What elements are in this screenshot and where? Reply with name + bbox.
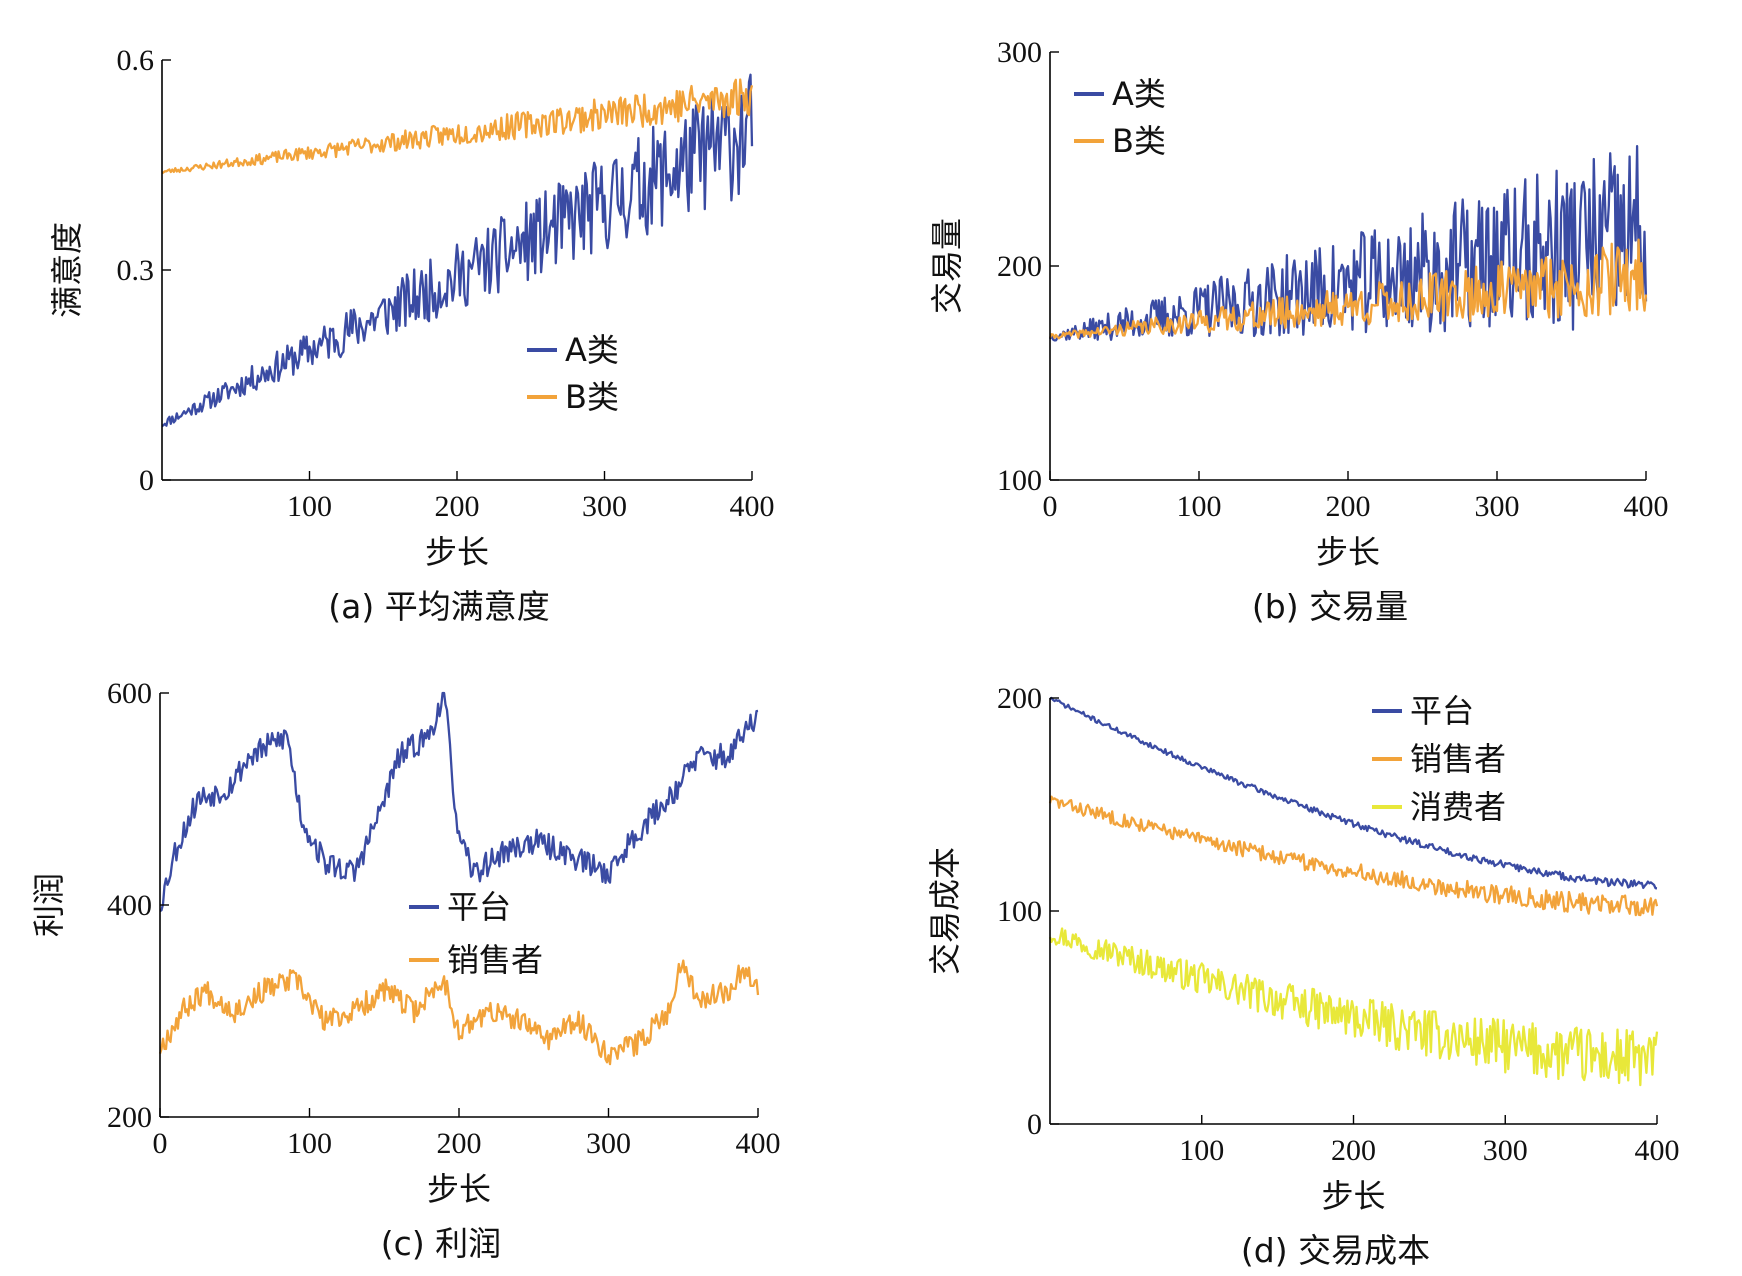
y-tick-label: 100 [997, 464, 1042, 497]
legend: A类 B类 [527, 331, 619, 416]
x-tick-label: 400 [730, 490, 775, 523]
legend-label: 平台 [447, 888, 511, 926]
series-line-c-0 [159, 691, 759, 913]
x-tick-label: 200 [437, 1127, 482, 1160]
legend-label: 平台 [1410, 692, 1474, 730]
x-tick-label: 300 [582, 490, 627, 523]
y-tick-label: 0 [139, 464, 154, 497]
y-axis-label: 交易量 [928, 218, 966, 314]
y-tick-label: 200 [997, 250, 1042, 283]
y-tick-label: 100 [997, 895, 1042, 928]
x-tick-label: 0 [153, 1127, 168, 1160]
series-line-a-1 [161, 78, 754, 175]
y-tick-label: 0.3 [117, 254, 155, 287]
y-axis-label: 利润 [30, 873, 68, 937]
series-line-b-1 [1048, 238, 1648, 340]
y-tick-label: 0.6 [117, 44, 155, 77]
x-tick-label: 200 [435, 490, 480, 523]
x-tick-label: 200 [1331, 1134, 1376, 1167]
x-tick-label: 100 [1179, 1134, 1224, 1167]
y-tick-label: 400 [107, 889, 152, 922]
legend-label: 销售者 [447, 941, 543, 979]
chart-a: 100 200 300 400 0 0.3 0.6 步长 满意度 (a) 平均满意度 A类 B类 [48, 44, 775, 626]
x-tick-label: 300 [1483, 1134, 1528, 1167]
x-tick-label: 400 [1624, 490, 1669, 523]
legend-label: A类 [565, 331, 619, 369]
series-line-d-2 [1048, 927, 1659, 1087]
x-tick-label: 400 [1635, 1134, 1680, 1167]
legend-label: B类 [565, 378, 619, 416]
y-tick-label: 300 [997, 36, 1042, 69]
legend-label: 销售者 [1410, 740, 1506, 778]
y-tick-label: 200 [107, 1101, 152, 1134]
x-axis-label: 步长 [427, 1170, 491, 1208]
series-line-d-0 [1049, 696, 1658, 890]
x-tick-label: 0 [1043, 490, 1058, 523]
series-line-b-0 [1048, 144, 1648, 342]
legend-label: 消费者 [1410, 788, 1506, 826]
series-line-d-1 [1048, 795, 1659, 917]
legend-label: A类 [1112, 75, 1166, 113]
y-tick-label: 200 [997, 682, 1042, 715]
legend-label: B类 [1112, 122, 1166, 160]
y-tick-label: 0 [1027, 1108, 1042, 1141]
y-axis-label: 满意度 [48, 222, 86, 318]
chart-d: 100 200 300 400 0 100 200 步长 交易成本 (d) 交易成本 平台销售者消费… [926, 682, 1680, 1270]
chart-caption: (b) 交易量 [1252, 587, 1408, 626]
chart-caption: (c) 利润 [381, 1224, 501, 1263]
x-tick-label: 100 [287, 1127, 332, 1160]
x-tick-label: 200 [1326, 490, 1371, 523]
x-tick-label: 100 [1177, 490, 1222, 523]
x-axis-label: 步长 [1316, 533, 1380, 571]
series-line-c-1 [158, 959, 760, 1066]
x-axis-label: 步长 [1321, 1177, 1385, 1215]
chart-caption: (d) 交易成本 [1241, 1231, 1430, 1270]
series-line-a-0 [161, 73, 754, 428]
x-tick-label: 300 [1475, 490, 1520, 523]
y-tick-label: 600 [107, 677, 152, 710]
x-tick-label: 400 [736, 1127, 781, 1160]
x-axis-label: 步长 [425, 533, 489, 571]
x-tick-label: 300 [586, 1127, 631, 1160]
chart-caption: (a) 平均满意度 [328, 587, 549, 626]
legend: A类 B类 [1074, 75, 1166, 160]
y-axis-label: 交易成本 [926, 847, 964, 975]
x-tick-label: 100 [287, 490, 332, 523]
